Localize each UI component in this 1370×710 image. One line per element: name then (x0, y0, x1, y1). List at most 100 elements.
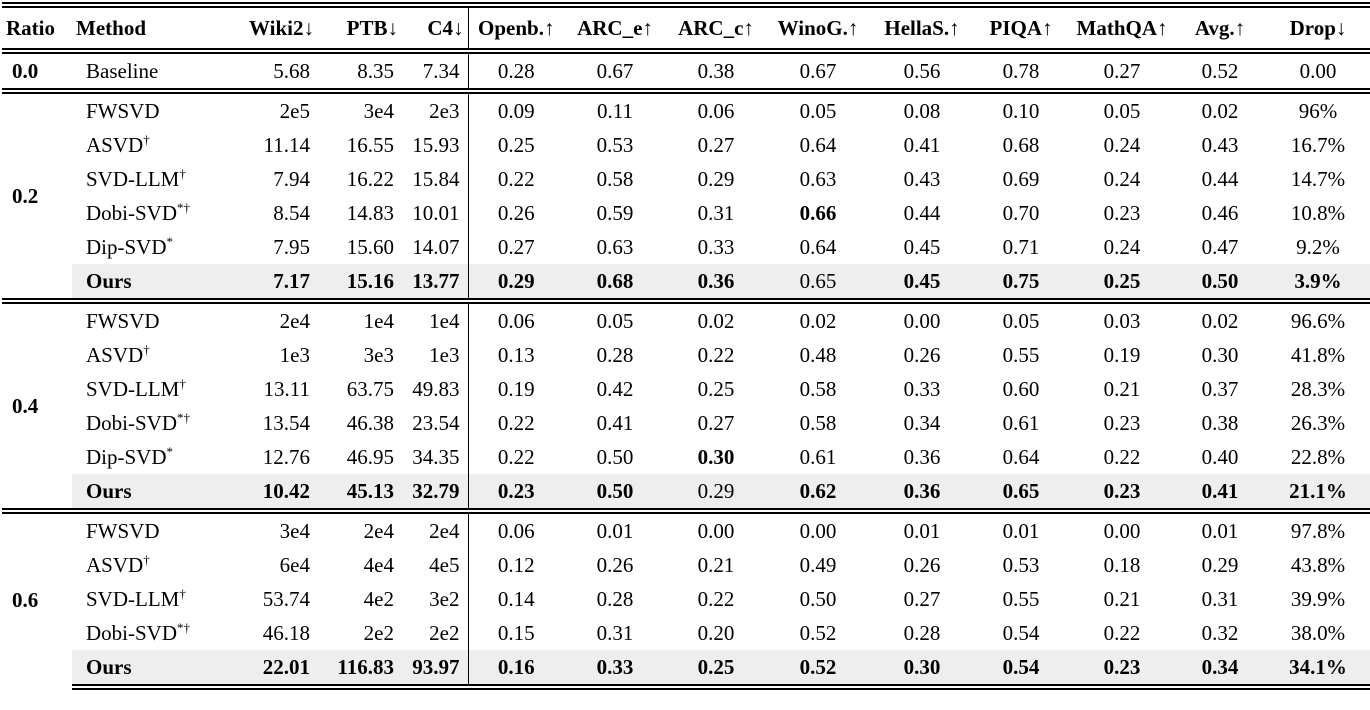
value-cell-hellas: 0.43 (903, 166, 941, 191)
value-cell-ptb: 16.55 (346, 132, 394, 157)
value-cell-openb: 0.06 (468, 508, 564, 548)
value-cell-mathqa: 0.22 (1103, 444, 1141, 469)
row-0.2-ours: Ours 7.17 15.16 13.77 0.29 0.68 0.36 0.65 0.45 0.… (2, 264, 1370, 301)
col-header-ratio: Ratio (2, 2, 72, 54)
method-cell: ASVD† (72, 338, 230, 372)
value-cell-mathqa: 0.23 (1103, 478, 1141, 503)
method-cell: ASVD† (72, 128, 230, 162)
method-name: ASVD (86, 552, 144, 577)
value-cell-mathqa: 0.19 (1103, 342, 1141, 367)
value-cell-winog: 0.52 (799, 620, 837, 645)
method-cell: Ours (72, 474, 230, 511)
value-cell-ptb: 4e2 (363, 586, 394, 611)
value-cell-arc-e: 0.59 (596, 200, 634, 225)
method-name: SVD-LLM (86, 376, 180, 401)
value-cell-arc-c: 0.27 (697, 132, 735, 157)
header-row: Ratio Method Wiki2↓ PTB↓ C4↓ Openb.↑ ARC_e↑ ARC… (2, 2, 1370, 54)
value-cell-wiki2: 6e4 (279, 552, 310, 577)
ratio-cell: 0.6 (2, 508, 72, 687)
value-cell-piqa: 0.75 (1002, 268, 1040, 293)
value-cell-ptb: 63.75 (346, 376, 394, 401)
method-name: FWSVD (86, 308, 160, 333)
value-cell-arc-e: 0.50 (596, 478, 634, 503)
row-0.2-asvd: ASVD† 11.14 16.55 15.93 0.25 0.53 0.27 0.64 0.41… (2, 128, 1370, 162)
value-cell-ptb: 3e4 (318, 88, 402, 128)
value-cell-piqa: 0.78 (974, 48, 1068, 91)
value-cell-ptb: 8.35 (318, 48, 402, 91)
value-cell-piqa: 0.54 (1002, 620, 1040, 645)
value-cell-ptb: 14.83 (346, 200, 394, 225)
value-cell-drop: 96.6% (1264, 298, 1370, 338)
value-cell-c4: 2e4 (402, 508, 469, 548)
value-cell-winog: 0.65 (799, 268, 837, 293)
value-cell-piqa: 0.68 (1002, 132, 1040, 157)
value-cell-piqa: 0.54 (974, 650, 1068, 690)
value-cell-winog: 0.05 (766, 88, 870, 128)
method-marker: † (179, 585, 186, 601)
col-header-ptb: PTB↓ (318, 2, 402, 54)
value-cell-wiki2: 3e4 (230, 508, 318, 548)
value-cell-arc-e: 0.01 (564, 508, 666, 548)
value-cell-avg: 0.47 (1201, 234, 1239, 259)
value-cell-ptb: 1e4 (318, 298, 402, 338)
value-cell-ptb: 16.22 (346, 166, 394, 191)
value-cell-mathqa: 0.23 (1103, 200, 1141, 225)
value-cell-arc-c: 0.30 (697, 444, 735, 469)
table-body: 0.0 Baseline 5.68 8.35 7.34 0.28 0.67 0.38 0.67 0… (2, 48, 1370, 690)
value-cell-openb: 0.19 (497, 376, 535, 401)
value-cell-arc-e: 0.67 (564, 48, 666, 91)
value-cell-mathqa: 0.24 (1103, 132, 1141, 157)
value-cell-mathqa: 0.03 (1068, 298, 1176, 338)
value-cell-piqa: 0.05 (974, 298, 1068, 338)
method-cell: Dobi-SVD*† (72, 196, 230, 230)
value-cell-winog: 0.00 (766, 508, 870, 548)
value-cell-winog: 0.48 (799, 342, 837, 367)
value-cell-avg: 0.37 (1201, 376, 1239, 401)
value-cell-winog: 0.52 (766, 650, 870, 690)
method-name: Dip-SVD (86, 444, 167, 469)
value-cell-drop: 22.8% (1290, 444, 1346, 469)
col-header-mathqa: MathQA↑ (1068, 2, 1176, 54)
value-cell-openb: 0.12 (497, 552, 535, 577)
value-cell-avg: 0.31 (1201, 586, 1239, 611)
method-name: Ours (86, 654, 132, 679)
value-cell-mathqa: 0.18 (1103, 552, 1141, 577)
value-cell-avg: 0.02 (1176, 298, 1264, 338)
value-cell-piqa: 0.10 (974, 88, 1068, 128)
value-cell-hellas: 0.45 (903, 268, 941, 293)
value-cell-arc-c: 0.22 (697, 342, 735, 367)
method-name: Dip-SVD (86, 234, 167, 259)
value-cell-arc-c: 0.33 (697, 234, 735, 259)
results-table: Ratio Method Wiki2↓ PTB↓ C4↓ Openb.↑ ARC_e↑ ARC… (2, 2, 1370, 690)
value-cell-c4: 23.54 (402, 406, 469, 440)
method-marker: * (166, 443, 174, 459)
value-cell-avg: 0.01 (1176, 508, 1264, 548)
col-header-drop: Drop↓ (1264, 2, 1370, 54)
col-header-winog: WinoG.↑ (766, 2, 870, 54)
value-cell-drop: 39.9% (1290, 586, 1346, 611)
method-cell: Dip-SVD* (72, 230, 230, 264)
value-cell-hellas: 0.27 (903, 586, 941, 611)
method-cell: ASVD† (72, 548, 230, 582)
method-name: Dobi-SVD (86, 410, 178, 435)
value-cell-openb: 0.29 (497, 268, 535, 293)
method-name: SVD-LLM (86, 166, 180, 191)
value-cell-arc-e: 0.68 (596, 268, 634, 293)
value-cell-openb: 0.06 (468, 298, 564, 338)
row-0.2-fwsvd: 0.2 FWSVD 2e5 3e4 2e3 0.09 0.11 0.06 0.05 0.08 0.1… (2, 88, 1370, 301)
value-cell-mathqa: 0.24 (1103, 166, 1141, 191)
value-cell-arc-c: 0.21 (697, 552, 735, 577)
value-cell-c4: 2e3 (402, 88, 469, 128)
value-cell-arc-c: 0.31 (697, 200, 735, 225)
value-cell-piqa: 0.55 (1002, 586, 1040, 611)
method-cell: FWSVD (72, 298, 230, 338)
value-cell-avg: 0.30 (1201, 342, 1239, 367)
value-cell-c4: 93.97 (402, 650, 469, 690)
value-cell-arc-e: 0.50 (596, 444, 634, 469)
row-0.4-asvd: ASVD† 1e3 3e3 1e3 0.13 0.28 0.22 0.48 0.26 0.55 0.… (2, 338, 1370, 372)
value-cell-arc-c: 0.00 (666, 508, 766, 548)
value-cell-ptb: 3e3 (363, 342, 394, 367)
value-cell-winog: 0.64 (799, 132, 837, 157)
value-cell-arc-c: 0.25 (666, 650, 766, 690)
value-cell-ptb: 46.38 (346, 410, 394, 435)
